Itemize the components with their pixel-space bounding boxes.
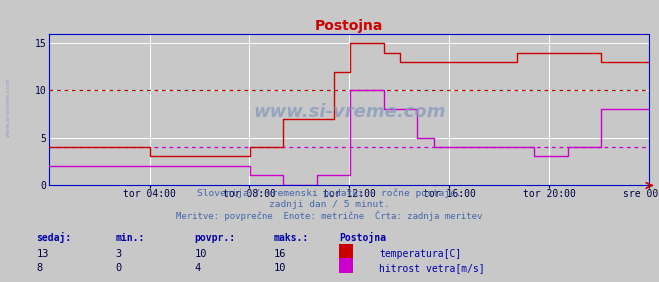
Text: 10: 10	[194, 249, 207, 259]
Text: Slovenija / vremenski podatki - ročne postaje.: Slovenija / vremenski podatki - ročne po…	[197, 188, 462, 198]
Text: www.si-vreme.com: www.si-vreme.com	[5, 78, 11, 137]
Text: min.:: min.:	[115, 233, 145, 243]
Title: Postojna: Postojna	[315, 19, 384, 33]
Text: 8: 8	[36, 263, 42, 273]
Text: 3: 3	[115, 249, 121, 259]
Text: sedaj:: sedaj:	[36, 232, 71, 243]
Text: hitrost vetra[m/s]: hitrost vetra[m/s]	[379, 263, 484, 273]
Text: Meritve: povprečne  Enote: metrične  Črta: zadnja meritev: Meritve: povprečne Enote: metrične Črta:…	[177, 210, 482, 221]
Text: 16: 16	[273, 249, 286, 259]
Text: www.si-vreme.com: www.si-vreme.com	[253, 103, 445, 121]
Text: 4: 4	[194, 263, 200, 273]
Text: 13: 13	[36, 249, 49, 259]
Text: 10: 10	[273, 263, 286, 273]
Text: povpr.:: povpr.:	[194, 233, 235, 243]
Text: Postojna: Postojna	[339, 232, 386, 243]
Text: temperatura[C]: temperatura[C]	[379, 249, 461, 259]
Text: zadnji dan / 5 minut.: zadnji dan / 5 minut.	[269, 200, 390, 209]
Text: maks.:: maks.:	[273, 233, 308, 243]
Text: 0: 0	[115, 263, 121, 273]
